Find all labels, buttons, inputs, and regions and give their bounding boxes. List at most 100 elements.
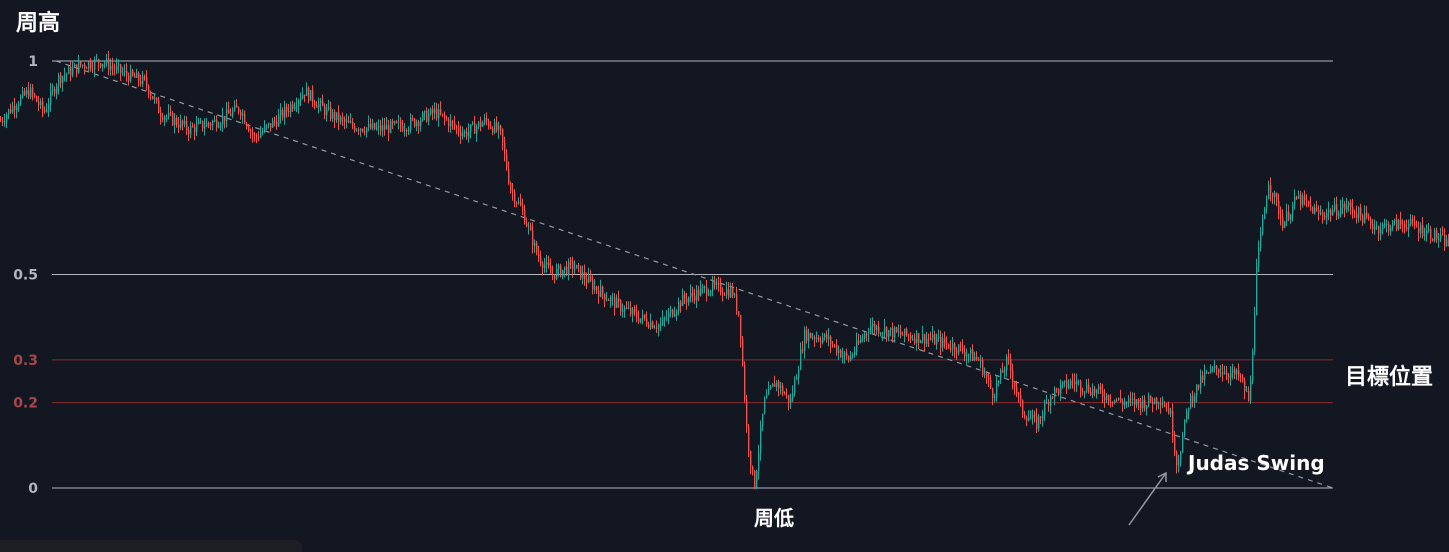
candle-body: [880, 333, 882, 335]
candle-body: [398, 121, 400, 123]
candle-body: [1430, 229, 1432, 239]
candle-body: [776, 381, 778, 388]
candle-body: [4, 121, 6, 123]
candle-body: [88, 62, 90, 69]
candle-body: [786, 394, 788, 396]
candle-body: [116, 65, 118, 70]
candle-body: [144, 75, 146, 78]
dashed-trendline: [55, 60, 1334, 489]
candle-body: [278, 115, 280, 127]
candle-body: [628, 308, 630, 310]
candle-body: [124, 70, 126, 73]
candle-body: [1038, 416, 1040, 429]
candle-body: [1170, 410, 1172, 414]
candle-body: [832, 344, 834, 346]
candle-body: [806, 329, 808, 342]
candle-body: [942, 338, 944, 348]
candle-body: [332, 111, 334, 119]
candle-body: [486, 118, 488, 121]
candle-body: [672, 309, 674, 317]
candle-body: [164, 116, 166, 120]
candle-body: [552, 273, 554, 275]
candle-body: [852, 354, 854, 356]
candle-body: [46, 109, 48, 112]
candle-body: [1442, 234, 1444, 236]
candle-body: [1302, 195, 1304, 205]
candle-body: [850, 355, 852, 361]
candle-body: [414, 118, 416, 127]
candle-body: [932, 334, 934, 340]
candle-body: [724, 294, 726, 296]
candle-body: [708, 294, 710, 296]
candle-body: [254, 135, 256, 137]
candle-body: [1386, 223, 1388, 225]
candle-body: [1150, 395, 1152, 402]
candle-body: [1106, 395, 1108, 401]
candle-body: [1138, 399, 1140, 403]
candle-body: [1198, 384, 1200, 388]
candle-body: [338, 112, 340, 122]
candle-body: [1010, 358, 1012, 371]
target-label: 目標位置: [1345, 364, 1433, 390]
candle-body: [36, 96, 38, 102]
candle-body: [1250, 381, 1252, 401]
candle-body: [52, 88, 54, 91]
candle-body: [48, 104, 50, 110]
candle-body: [244, 113, 246, 124]
candle-body: [1398, 219, 1400, 230]
candle-body: [134, 75, 136, 78]
candle-body: [184, 120, 186, 125]
candle-body: [658, 325, 660, 329]
candle-body: [1272, 192, 1274, 198]
candle-body: [176, 117, 178, 125]
judas-swing-arrow: [1128, 472, 1167, 526]
candle-body: [576, 265, 578, 269]
candle-body: [1204, 372, 1206, 381]
candle-body: [772, 383, 774, 387]
candle-body: [1060, 384, 1062, 394]
candle-body: [1194, 395, 1196, 403]
candle-body: [154, 98, 156, 100]
judas-swing-label: Judas Swing: [1186, 451, 1325, 475]
candle-body: [814, 337, 816, 340]
candle-body: [190, 125, 192, 134]
candle-body: [924, 334, 926, 344]
candle-body: [216, 119, 218, 128]
candle-body: [716, 283, 718, 285]
candle-body: [1434, 230, 1436, 241]
candle-body: [958, 344, 960, 353]
candle-body: [140, 81, 142, 84]
candle-body: [1444, 234, 1446, 247]
candle-body: [290, 104, 292, 112]
candle-body: [292, 104, 294, 109]
candle-body: [1428, 229, 1430, 231]
candle-body: [272, 120, 274, 128]
candle-body: [382, 125, 384, 131]
candle-body: [688, 297, 690, 302]
candle-body: [1232, 369, 1234, 373]
candle-body: [544, 265, 546, 268]
candle-body: [520, 201, 522, 206]
candle-body: [260, 133, 262, 138]
candle-body: [1334, 204, 1336, 211]
candle-body: [940, 336, 942, 348]
candle-body: [726, 289, 728, 296]
candle-body: [778, 381, 780, 389]
candle-body: [1264, 208, 1266, 219]
candle-body: [1072, 380, 1074, 382]
candle-body: [1068, 385, 1070, 388]
candle-body: [902, 334, 904, 336]
candle-body: [326, 108, 328, 115]
candle-body: [120, 64, 122, 73]
candle-body: [1190, 395, 1192, 408]
candle-body: [1338, 214, 1340, 216]
candle-body: [904, 328, 906, 336]
candle-body: [408, 128, 410, 132]
candle-body: [416, 121, 418, 127]
candle-body: [876, 326, 878, 330]
candle-body: [738, 311, 740, 316]
candle-body: [586, 279, 588, 283]
candle-body: [748, 426, 750, 451]
candle-body: [992, 388, 994, 398]
candle-body: [148, 85, 150, 95]
